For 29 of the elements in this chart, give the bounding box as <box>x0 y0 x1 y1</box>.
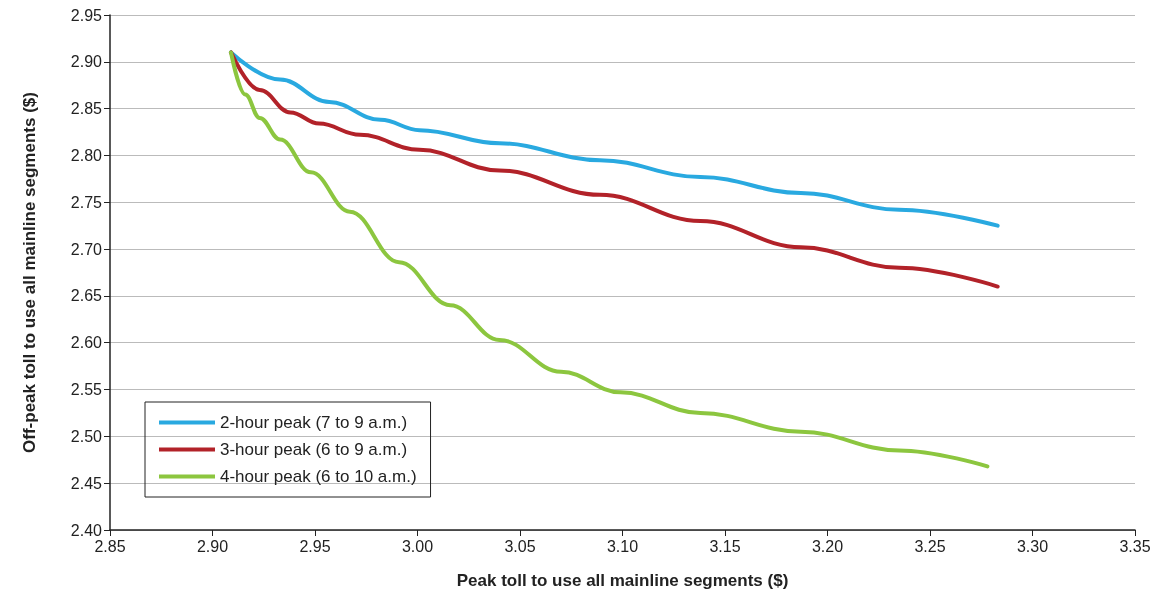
x-tick-label: 2.95 <box>299 537 331 555</box>
y-tick-label: 2.75 <box>70 193 103 211</box>
x-tick-label: 3.10 <box>606 537 639 555</box>
y-tick-label: 2.80 <box>70 146 103 164</box>
y-axis-title: Off-peak toll to use all mainline segments ($) <box>20 92 39 453</box>
y-tick-label: 2.90 <box>70 53 103 71</box>
x-tick-label: 3.05 <box>504 537 536 555</box>
x-tick-label: 3.00 <box>401 537 434 555</box>
legend-label: 3-hour peak (6 to 9 a.m.) <box>220 440 408 459</box>
legend-label: 4-hour peak (6 to 10 a.m.) <box>220 467 417 486</box>
y-tick-label: 2.65 <box>70 287 103 305</box>
y-tick-label: 2.45 <box>70 474 103 492</box>
y-tick-label: 2.70 <box>70 240 103 258</box>
x-tick-label: 3.20 <box>811 537 844 555</box>
y-tick-label: 2.60 <box>70 334 103 352</box>
x-tick-label: 2.85 <box>94 537 126 555</box>
x-tick-label: 3.15 <box>709 537 741 555</box>
y-tick-label: 2.50 <box>70 427 103 445</box>
x-tick-label: 3.35 <box>1119 537 1151 555</box>
y-tick-label: 2.40 <box>70 521 103 539</box>
x-axis-title: Peak toll to use all mainline segments ($) <box>456 571 789 590</box>
y-tick-label: 2.55 <box>70 381 103 399</box>
x-tick-label: 3.25 <box>914 537 946 555</box>
legend-label: 2-hour peak (7 to 9 a.m.) <box>220 413 408 432</box>
x-tick-label: 3.30 <box>1016 537 1049 555</box>
line-series <box>228 50 1000 289</box>
x-tick-label: 2.90 <box>196 537 229 555</box>
y-tick-label: 2.85 <box>70 100 103 118</box>
y-tick-label: 2.95 <box>70 6 103 24</box>
